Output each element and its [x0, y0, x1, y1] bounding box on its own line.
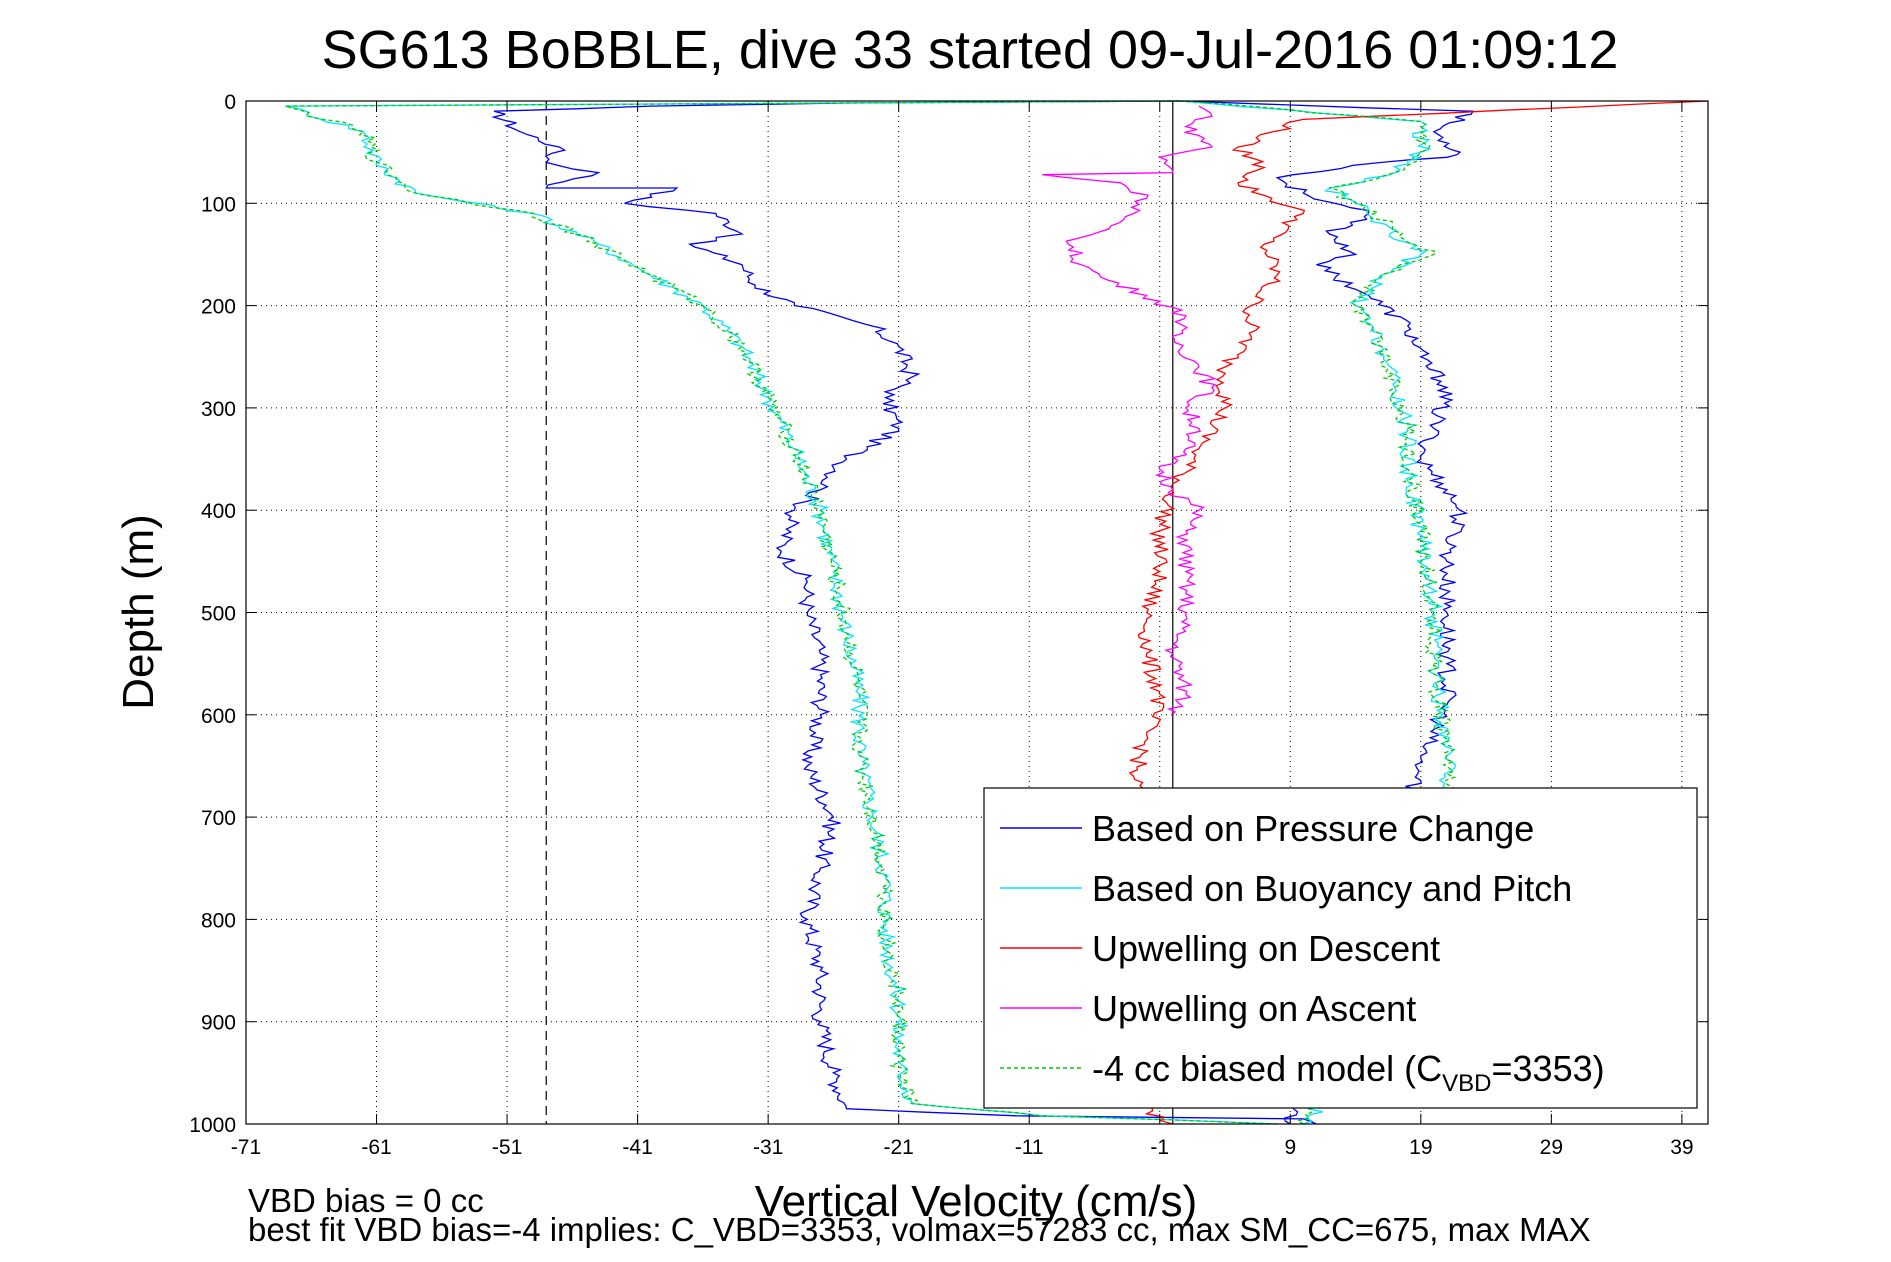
y-tick-label: 100 — [201, 193, 236, 216]
y-tick-label: 600 — [201, 705, 236, 728]
y-axis-label: Depth (m) — [114, 514, 163, 710]
x-axis-label: Vertical Velocity (cm/s) — [755, 1177, 1198, 1226]
y-tick-label: 200 — [201, 296, 236, 319]
x-tick-label: -31 — [753, 1136, 783, 1159]
legend: Based on Pressure Change Based on Buoyanc… — [983, 787, 1698, 1109]
y-tick-label: 300 — [201, 398, 236, 421]
y-tick-label: 400 — [201, 500, 236, 523]
x-tick-label: -11 — [1015, 1136, 1044, 1159]
legend-box — [983, 787, 1698, 1109]
series-upwelling-on-ascent-line — [1042, 105, 1217, 716]
x-tick-label: -21 — [883, 1136, 913, 1159]
legend-label: Upwelling on Ascent — [1092, 988, 1416, 1029]
series-based-on-buoyancy-and-pitch-line — [285, 100, 1278, 1125]
series-based-on-pressure-change-line — [491, 100, 1317, 1125]
x-tick-label: -51 — [492, 1136, 522, 1159]
x-tick-label: -1 — [1150, 1136, 1169, 1159]
legend-label: Based on Pressure Change — [1092, 808, 1534, 849]
footer-vbd-bias: VBD bias = 0 cc — [248, 1182, 484, 1219]
y-tick-label: 700 — [201, 807, 236, 830]
x-tick-label: 9 — [1284, 1136, 1296, 1159]
x-tick-label: 39 — [1670, 1136, 1693, 1159]
series-4-cc-biased-model-c-vbd-3353-ascent-line — [1179, 100, 1458, 1125]
x-tick-label: -61 — [361, 1136, 391, 1159]
x-tick-label: -71 — [231, 1136, 261, 1159]
legend-label: -4 cc biased model (CVBD=3353) — [1092, 1048, 1605, 1097]
chart-title: SG613 BoBBLE, dive 33 started 09-Jul-201… — [322, 20, 1619, 80]
legend-label: Upwelling on Descent — [1092, 928, 1440, 969]
axis-ticks: -71 -61 -51 -41 -31 -21 -11 -1 9 19 29 39 0 100 200 300… — [189, 91, 1708, 1159]
x-tick-label: -41 — [622, 1136, 652, 1159]
y-tick-label: 500 — [201, 603, 236, 626]
x-tick-label: 29 — [1540, 1136, 1563, 1159]
legend-label: Based on Buoyancy and Pitch — [1092, 868, 1572, 909]
y-tick-label: 800 — [201, 909, 236, 932]
y-tick-label: 1000 — [189, 1114, 236, 1137]
y-tick-label: 0 — [224, 91, 236, 114]
y-tick-label: 900 — [201, 1012, 236, 1035]
footer-best-fit: best fit VBD bias=-4 implies: C_VBD=3353… — [248, 1211, 1591, 1248]
x-tick-label: 19 — [1409, 1136, 1432, 1159]
